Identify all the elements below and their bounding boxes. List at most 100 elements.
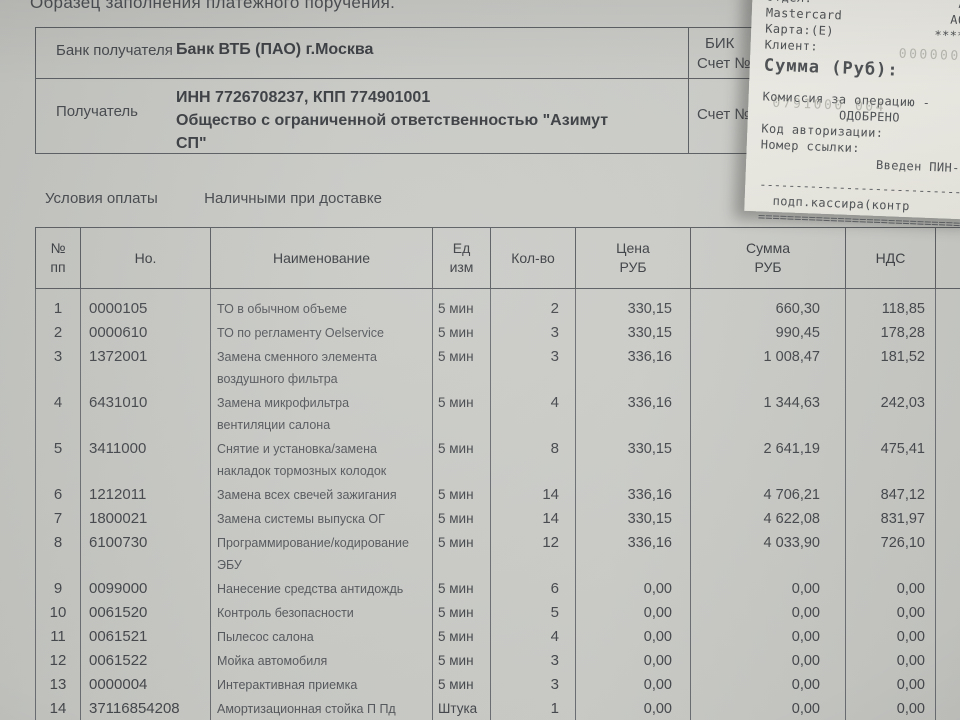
qty: 3 — [490, 649, 576, 673]
amount: 0,00 — [690, 577, 846, 601]
items-header-row: № пп Но. Наименование Ед изм Кол-во Цена РУБ С… — [35, 227, 960, 289]
unit: 5 мин — [432, 391, 491, 437]
vat: 181,52 — [845, 345, 936, 391]
extra — [935, 391, 960, 437]
price: 0,00 — [575, 577, 691, 601]
unit: 5 мин — [432, 601, 491, 625]
row-num: 7 — [35, 507, 81, 531]
extra — [935, 507, 960, 531]
table-row: 10 0061520 Контроль безопасности 5 мин 5 0,00… — [35, 601, 960, 625]
extra — [935, 649, 960, 673]
unit: 5 мин — [432, 345, 491, 391]
amount: 1 344,63 — [690, 391, 846, 437]
row-num: 9 — [35, 577, 81, 601]
vat: 0,00 — [845, 673, 936, 697]
unit: 5 мин — [432, 437, 491, 483]
extra — [935, 601, 960, 625]
item-name: Интерактивная приемка — [210, 673, 433, 697]
page-title: Образец заполнения платежного поручения. — [30, 0, 396, 12]
item-name: Замена системы выпуска ОГ — [210, 507, 433, 531]
amount: 0,00 — [690, 649, 846, 673]
item-code: 0000610 — [80, 321, 211, 345]
account-label: Счет № — [697, 55, 751, 72]
payee-name: Общество с ограниченной ответственностью… — [176, 112, 609, 152]
qty: 8 — [490, 437, 576, 483]
vat: 178,28 — [845, 321, 936, 345]
qty: 14 — [490, 483, 576, 507]
item-code: 0000004 — [80, 673, 211, 697]
items-table-wrapper: № пп Но. Наименование Ед изм Кол-во Цена РУБ С… — [35, 227, 960, 720]
price: 0,00 — [575, 601, 691, 625]
item-code: 1372001 — [80, 345, 211, 391]
row-num: 11 — [35, 625, 81, 649]
vat: 118,85 — [845, 288, 936, 321]
unit: 5 мин — [432, 531, 491, 577]
bik-account-cell: БИК Счет № — [688, 28, 960, 78]
account-label-2: Счет № — [697, 106, 751, 123]
column-header: Цена РУБ — [575, 227, 691, 289]
extra — [935, 673, 960, 697]
amount: 0,00 — [690, 625, 846, 649]
card-receipt: 00000000 0791000 004 Отдел:АЗИMastercard… — [744, 0, 960, 232]
unit: 5 мин — [432, 649, 491, 673]
table-row: 9 0099000 Нанесение средства антидождь 5 ми… — [35, 577, 960, 601]
items-body: 1 0000105 ТО в обычном объеме 5 мин 2 330,15 6… — [35, 288, 960, 720]
table-row: 6 1212011 Замена всех свечей зажигания 5 ми… — [35, 483, 960, 507]
item-code: 0061522 — [80, 649, 211, 673]
table-row: 11 0061521 Пылесос салона 5 мин 4 0,00 0,00 0,0… — [35, 625, 960, 649]
table-row: 5 3411000 Снятие и установка/замена наклад… — [35, 437, 960, 483]
item-name: Контроль безопасности — [210, 601, 433, 625]
payee-label: Получатель — [56, 103, 138, 120]
item-name: ТО по регламенту Oelservice — [210, 321, 433, 345]
qty: 1 — [490, 697, 576, 720]
price: 330,15 — [575, 507, 691, 531]
amount: 0,00 — [690, 697, 846, 720]
unit: 5 мин — [432, 507, 491, 531]
item-code: 6431010 — [80, 391, 211, 437]
table-row: 8 6100730 Программирование/кодирование ЭБУ… — [35, 531, 960, 577]
amount: 2 641,19 — [690, 437, 846, 483]
item-code: 1800021 — [80, 507, 211, 531]
row-num: 12 — [35, 649, 81, 673]
item-name: ТО в обычном объеме — [210, 288, 433, 321]
bank-value: Банк ВТБ (ПАО) г.Москва — [176, 41, 374, 58]
extra — [935, 288, 960, 321]
amount: 0,00 — [690, 673, 846, 697]
unit: 5 мин — [432, 625, 491, 649]
price: 0,00 — [575, 625, 691, 649]
price: 0,00 — [575, 649, 691, 673]
item-name: Снятие и установка/замена накладок тормо… — [210, 437, 433, 483]
item-name: Программирование/кодирование ЭБУ — [210, 531, 433, 577]
item-code: 0061521 — [80, 625, 211, 649]
payment-terms-label: Условия оплаты — [45, 190, 158, 207]
row-num: 6 — [35, 483, 81, 507]
qty: 12 — [490, 531, 576, 577]
receipt-lines: Отдел:АЗИMastercardА000Карта:(Е)******Кл… — [758, 0, 960, 233]
table-row: 4 6431010 Замена микрофильтра вентиляции с… — [35, 391, 960, 437]
items-table: № пп Но. Наименование Ед изм Кол-во Цена РУБ С… — [35, 227, 960, 720]
item-code: 37116854208 — [80, 697, 211, 720]
table-row: 13 0000004 Интерактивная приемка 5 мин 3 0,00… — [35, 673, 960, 697]
column-header: Но. — [80, 227, 211, 289]
item-name: Мойка автомобиля — [210, 649, 433, 673]
table-row: 3 1372001 Замена сменного элемента воздушн… — [35, 345, 960, 391]
row-num: 4 — [35, 391, 81, 437]
qty: 3 — [490, 345, 576, 391]
vat: 0,00 — [845, 697, 936, 720]
extra — [935, 625, 960, 649]
vat: 475,41 — [845, 437, 936, 483]
payment-terms-value: Наличными при доставке — [204, 190, 382, 207]
price: 336,16 — [575, 391, 691, 437]
row-num: 3 — [35, 345, 81, 391]
amount: 0,00 — [690, 601, 846, 625]
item-code: 0061520 — [80, 601, 211, 625]
item-code: 0000105 — [80, 288, 211, 321]
row-num: 10 — [35, 601, 81, 625]
extra — [935, 531, 960, 577]
inn-kpp-line: ИНН 7726708237, КПП 774901001 — [176, 89, 431, 106]
item-name: Замена сменного элемента воздушного филь… — [210, 345, 433, 391]
table-row: 1 0000105 ТО в обычном объеме 5 мин 2 330,15 6… — [35, 288, 960, 321]
bank-label: Банк получателя — [56, 42, 173, 59]
vat: 726,10 — [845, 531, 936, 577]
price: 0,00 — [575, 673, 691, 697]
